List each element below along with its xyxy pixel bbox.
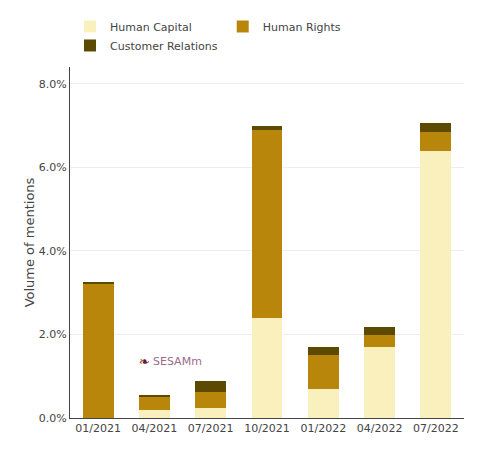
svg-text:8.0%: 8.0%	[39, 78, 67, 91]
svg-text:2.0%: 2.0%	[39, 328, 67, 341]
svg-text:❧: ❧	[139, 354, 150, 369]
svg-text:10/2021: 10/2021	[244, 422, 290, 435]
svg-text:6.0%: 6.0%	[39, 161, 67, 174]
svg-text:04/2022: 04/2022	[357, 422, 403, 435]
svg-text:SESAMm: SESAMm	[153, 355, 202, 368]
svg-text:Volume of mentions: Volume of mentions	[22, 177, 37, 307]
svg-text:01/2022: 01/2022	[300, 422, 346, 435]
svg-text:Customer Relations: Customer Relations	[110, 40, 218, 53]
svg-text:07/2022: 07/2022	[413, 422, 459, 435]
svg-text:0.0%: 0.0%	[39, 412, 67, 425]
svg-text:Human Rights: Human Rights	[263, 21, 341, 34]
svg-text:07/2021: 07/2021	[188, 422, 234, 435]
svg-text:4.0%: 4.0%	[39, 245, 67, 258]
svg-text:01/2021: 01/2021	[75, 422, 121, 435]
svg-text:04/2021: 04/2021	[132, 422, 178, 435]
svg-text:Human Capital: Human Capital	[110, 21, 192, 34]
